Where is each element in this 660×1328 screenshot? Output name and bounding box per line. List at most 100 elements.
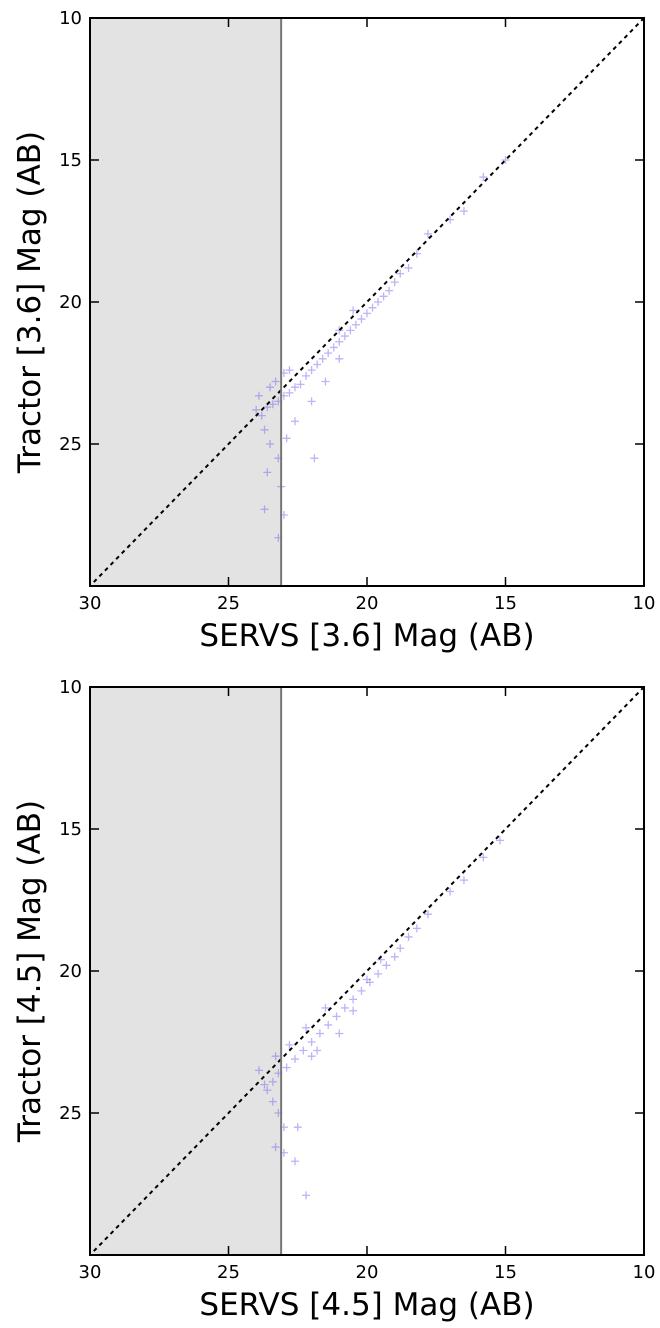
point <box>268 400 277 409</box>
point <box>374 969 383 978</box>
point <box>363 309 371 318</box>
point <box>302 1191 311 1200</box>
point <box>254 391 263 400</box>
x-tick-label: 20 <box>356 593 379 614</box>
x-tick-label: 30 <box>79 1262 102 1283</box>
excluded-region <box>90 687 282 1255</box>
point <box>313 360 322 369</box>
point <box>290 1157 299 1166</box>
point <box>271 377 280 386</box>
point <box>285 388 294 397</box>
point <box>252 405 261 414</box>
point <box>293 1123 302 1132</box>
point <box>260 1080 269 1089</box>
point <box>315 1029 324 1038</box>
point <box>346 326 355 335</box>
points <box>254 836 504 1200</box>
y-tick-label: 10 <box>59 8 82 29</box>
point <box>307 1038 316 1046</box>
point <box>479 173 488 182</box>
panel: 30 25 20 15 10 25 20 15 10 SERVS [3.6] Mag (AB) Tr… <box>12 8 655 654</box>
point <box>313 1046 322 1055</box>
y-tick-label: 20 <box>59 961 82 982</box>
point <box>266 440 275 448</box>
point <box>368 303 377 312</box>
point <box>357 315 366 324</box>
point <box>349 995 358 1004</box>
x-tick-label: 15 <box>494 593 517 614</box>
y-tick-label: 15 <box>59 819 82 840</box>
point <box>282 1063 291 1072</box>
point <box>257 411 266 420</box>
point <box>321 1003 330 1012</box>
x-tick-label: 30 <box>79 593 102 614</box>
point <box>363 975 371 984</box>
point <box>302 1023 311 1032</box>
point <box>307 1052 316 1061</box>
y-tick-label: 15 <box>59 150 82 171</box>
point <box>340 1003 349 1012</box>
point <box>396 269 405 278</box>
point <box>290 417 299 426</box>
point <box>340 332 349 341</box>
point <box>329 343 338 352</box>
point <box>263 468 272 477</box>
point <box>412 924 421 933</box>
x-axis-title: SERVS [3.6] Mag (AB) <box>199 618 534 654</box>
point <box>479 853 488 862</box>
point <box>335 337 344 346</box>
x-tick-label: 10 <box>633 1262 656 1283</box>
point <box>423 910 432 919</box>
point <box>307 366 316 375</box>
point <box>296 380 305 389</box>
point <box>285 1040 294 1049</box>
point <box>335 1029 344 1038</box>
point <box>396 944 405 953</box>
x-tick-label: 25 <box>217 1262 240 1283</box>
x-tick-label: 20 <box>356 1262 379 1283</box>
point <box>357 986 366 995</box>
y-tick-label: 10 <box>59 677 82 698</box>
point <box>374 298 383 306</box>
point <box>390 278 399 287</box>
point <box>423 229 432 238</box>
point <box>310 454 319 463</box>
point <box>459 207 468 216</box>
point <box>446 887 455 896</box>
point <box>324 349 333 358</box>
point <box>290 383 299 392</box>
point <box>459 876 468 885</box>
point <box>307 397 316 406</box>
point <box>385 286 394 295</box>
point <box>335 326 344 335</box>
x-tick-label: 15 <box>494 1262 517 1283</box>
y-tick-label: 25 <box>59 434 82 455</box>
point <box>332 1012 341 1021</box>
point <box>321 377 330 386</box>
point <box>335 354 344 363</box>
point <box>299 1046 308 1055</box>
point <box>271 1052 280 1061</box>
point <box>302 371 311 380</box>
y-tick-label: 20 <box>59 292 82 313</box>
point <box>324 1020 333 1029</box>
point <box>285 366 294 375</box>
point <box>390 952 399 961</box>
point <box>382 961 391 970</box>
excluded-region <box>90 18 282 586</box>
point <box>351 320 360 329</box>
point <box>349 1006 358 1015</box>
y-axis-title: Tractor [3.6] Mag (AB) <box>12 131 48 474</box>
point <box>268 1097 277 1106</box>
point <box>318 354 327 363</box>
point <box>404 263 413 272</box>
point <box>282 434 291 443</box>
point <box>263 1086 272 1095</box>
point <box>260 505 269 514</box>
point <box>254 1066 263 1075</box>
point <box>271 1143 280 1152</box>
point <box>260 425 269 434</box>
point <box>290 1055 299 1064</box>
y-tick-label: 25 <box>59 1103 82 1124</box>
